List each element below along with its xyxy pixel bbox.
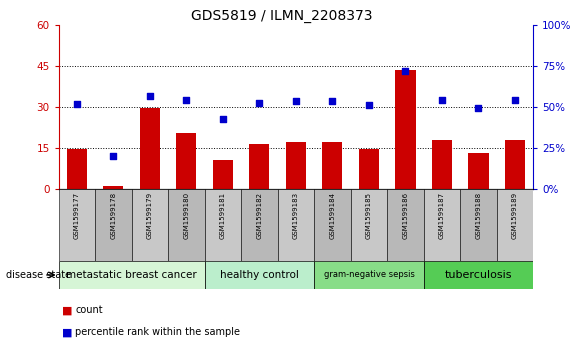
Bar xyxy=(396,70,415,189)
Point xyxy=(474,105,483,111)
Bar xyxy=(350,189,387,261)
Bar xyxy=(250,144,270,189)
Bar xyxy=(387,189,424,261)
Bar xyxy=(468,153,489,189)
Bar xyxy=(286,142,306,189)
Bar xyxy=(505,140,525,189)
Bar xyxy=(359,149,379,189)
Point xyxy=(255,100,264,106)
Bar xyxy=(168,189,205,261)
Bar xyxy=(132,189,168,261)
Bar xyxy=(424,189,460,261)
Bar xyxy=(314,261,424,289)
Bar xyxy=(103,186,124,189)
Point xyxy=(437,97,447,103)
Point xyxy=(218,115,227,121)
Text: GDS5819 / ILMN_2208373: GDS5819 / ILMN_2208373 xyxy=(190,9,372,23)
Text: GSM1599186: GSM1599186 xyxy=(403,192,408,239)
Text: metastatic breast cancer: metastatic breast cancer xyxy=(66,270,197,280)
Text: GSM1599185: GSM1599185 xyxy=(366,192,372,238)
Text: GSM1599188: GSM1599188 xyxy=(475,192,482,239)
Point xyxy=(291,98,301,104)
Point xyxy=(108,153,118,159)
Bar xyxy=(322,142,342,189)
Text: disease state: disease state xyxy=(6,270,71,280)
Bar xyxy=(241,189,278,261)
Bar xyxy=(314,189,350,261)
Bar xyxy=(213,160,233,189)
Bar xyxy=(67,149,87,189)
Point xyxy=(401,68,410,74)
Bar xyxy=(460,189,497,261)
Text: GSM1599184: GSM1599184 xyxy=(329,192,335,238)
Bar xyxy=(59,261,205,289)
Text: GSM1599179: GSM1599179 xyxy=(147,192,153,239)
Point xyxy=(145,93,155,98)
Bar xyxy=(140,109,160,189)
Point xyxy=(72,101,81,107)
Bar xyxy=(424,261,533,289)
Text: ■: ■ xyxy=(62,305,72,315)
Text: GSM1599180: GSM1599180 xyxy=(183,192,189,239)
Text: GSM1599183: GSM1599183 xyxy=(293,192,299,239)
Bar xyxy=(205,189,241,261)
Point xyxy=(510,97,520,103)
Text: percentile rank within the sample: percentile rank within the sample xyxy=(75,327,240,337)
Text: GSM1599178: GSM1599178 xyxy=(110,192,117,239)
Bar xyxy=(95,189,132,261)
Bar xyxy=(497,189,533,261)
Bar xyxy=(278,189,314,261)
Bar xyxy=(432,140,452,189)
Point xyxy=(328,98,337,104)
Bar xyxy=(59,189,95,261)
Text: GSM1599181: GSM1599181 xyxy=(220,192,226,239)
Text: healthy control: healthy control xyxy=(220,270,299,280)
Text: tuberculosis: tuberculosis xyxy=(445,270,512,280)
Text: GSM1599187: GSM1599187 xyxy=(439,192,445,239)
Text: count: count xyxy=(75,305,103,315)
Bar xyxy=(205,261,314,289)
Text: GSM1599189: GSM1599189 xyxy=(512,192,518,239)
Bar xyxy=(176,133,196,189)
Text: GSM1599177: GSM1599177 xyxy=(74,192,80,239)
Point xyxy=(364,102,374,107)
Text: GSM1599182: GSM1599182 xyxy=(257,192,263,238)
Text: ■: ■ xyxy=(62,327,72,337)
Text: gram-negative sepsis: gram-negative sepsis xyxy=(323,270,414,280)
Point xyxy=(182,97,191,103)
